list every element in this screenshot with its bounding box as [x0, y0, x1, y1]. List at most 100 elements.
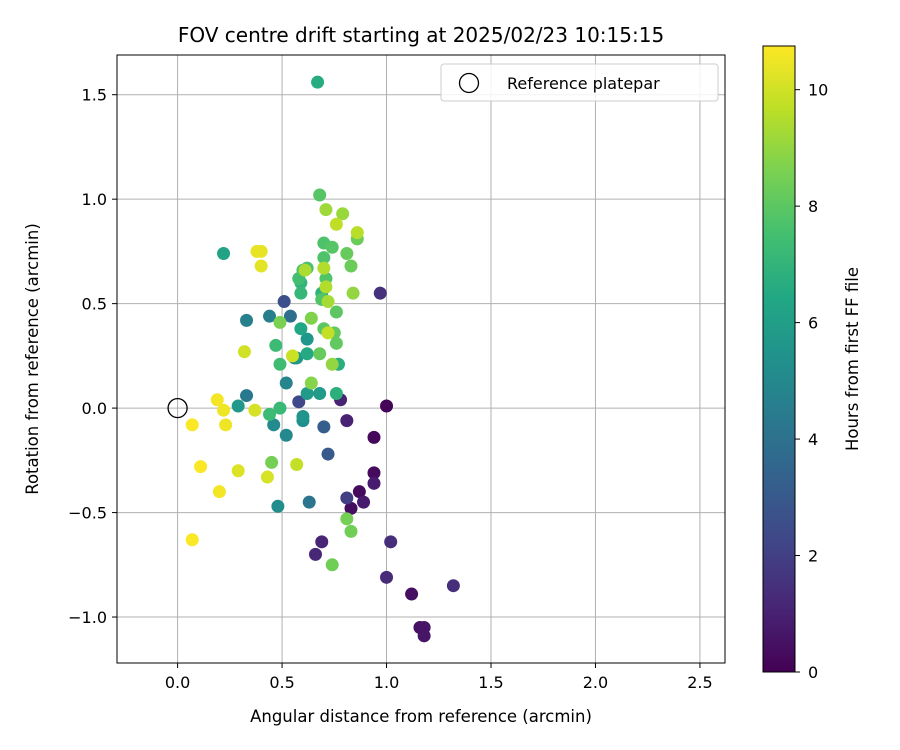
scatter-point [231, 399, 245, 413]
scatter-point [265, 455, 279, 469]
x-tick-label: 0.5 [269, 673, 294, 692]
scatter-point [340, 246, 354, 260]
y-axis-ticks: −1.0 −0.5 0.0 0.5 1.0 1.5 [68, 86, 117, 627]
scatter-point [344, 259, 358, 273]
scatter-point [325, 240, 339, 254]
scatter-point [336, 207, 350, 221]
scatter-point [248, 403, 262, 417]
scatter-point [298, 263, 312, 277]
scatter-point [344, 501, 358, 515]
scatter-point [317, 251, 331, 265]
scatter-point [240, 389, 254, 403]
scatter-point [286, 349, 300, 363]
colorbar-tick-label: 8 [808, 197, 818, 216]
scatter-point [279, 428, 293, 442]
scatter-point [317, 420, 331, 434]
scatter-point [294, 322, 308, 336]
scatter-point [219, 418, 233, 432]
colorbar-gradient [762, 45, 796, 673]
scatter-point [210, 393, 224, 407]
scatter-point [254, 259, 268, 273]
scatter-point [300, 386, 314, 400]
scatter-point [321, 447, 335, 461]
y-tick-label: 0.5 [82, 295, 107, 314]
scatter-point [405, 587, 419, 601]
scatter-point [340, 512, 354, 526]
scatter-point [340, 491, 354, 505]
x-tick-label: 2.0 [583, 673, 608, 692]
legend-marker-icon [458, 72, 480, 94]
scatter-point [296, 409, 310, 423]
scatter-point [283, 309, 297, 323]
reference-layer [167, 397, 188, 419]
scatter-point [329, 217, 343, 231]
y-tick-label: 1.0 [82, 190, 107, 209]
scatter-point [231, 464, 245, 478]
scatter-point [373, 286, 387, 300]
y-tick-label: −1.0 [68, 608, 107, 627]
plot-frame [116, 54, 726, 664]
scatter-point [185, 418, 199, 432]
scatter-point [269, 338, 283, 352]
scatter-point [325, 357, 339, 371]
scatter-point [290, 458, 304, 472]
grid [117, 55, 725, 663]
scatter-point [380, 570, 394, 584]
scatter-point [346, 286, 360, 300]
y-tick-label: −0.5 [68, 504, 107, 523]
scatter-point [329, 386, 343, 400]
scatter-point [267, 418, 281, 432]
scatter-point [350, 226, 364, 240]
scatter-point [300, 332, 314, 346]
x-tick-label: 2.5 [687, 673, 712, 692]
scatter-point [367, 476, 381, 490]
x-tick-label: 0.0 [165, 673, 190, 692]
scatter-point [384, 535, 398, 549]
colorbar-tick-label: 10 [808, 81, 828, 100]
scatter-point [185, 533, 199, 547]
scatter-point [273, 315, 287, 329]
legend-box [440, 63, 719, 102]
y-tick-label: 0.0 [82, 399, 107, 418]
scatter-point [240, 313, 254, 327]
scatter-point [277, 295, 291, 309]
scatter-point [319, 203, 333, 217]
scatter-point [315, 535, 329, 549]
scatter-point [304, 376, 318, 390]
scatter-point [263, 309, 277, 323]
scatter-point [217, 246, 231, 260]
scatter-point [321, 295, 335, 309]
x-axis-label: Angular distance from reference (arcmin) [250, 707, 592, 726]
colorbar-tick-label: 0 [808, 663, 818, 682]
plot-area [117, 55, 725, 663]
scatter-point [329, 305, 343, 319]
scatter-point [263, 407, 277, 421]
scatter-point [367, 430, 381, 444]
legend-entry-label: Reference platepar [507, 74, 660, 93]
scatter-point [273, 357, 287, 371]
scatter-point [294, 286, 308, 300]
scatter-point [446, 579, 460, 593]
scatter-point [304, 311, 318, 325]
scatter-point [367, 466, 381, 480]
scatter-point [237, 345, 251, 359]
scatter-point [217, 403, 231, 417]
scatter-point [273, 401, 287, 415]
scatter-point [194, 460, 208, 474]
scatter-point [260, 470, 274, 484]
colorbar-tick-label: 2 [808, 547, 818, 566]
x-axis-ticks: 0.0 0.5 1.0 1.5 2.0 2.5 [165, 663, 713, 692]
y-axis-label: Rotation from reference (arcmin) [23, 223, 42, 495]
reference-point [167, 397, 188, 419]
scatter-point [254, 244, 268, 258]
scatter-point [325, 558, 339, 572]
scatter-points [185, 75, 460, 643]
colorbar-label: Hours from first FF file [843, 267, 862, 451]
scatter-point [319, 280, 333, 294]
scatter-point [271, 499, 285, 513]
colorbar-tick-label: 4 [808, 430, 818, 449]
scatter-point [321, 326, 335, 340]
scatter-point [313, 188, 327, 202]
scatter-point [344, 524, 358, 538]
